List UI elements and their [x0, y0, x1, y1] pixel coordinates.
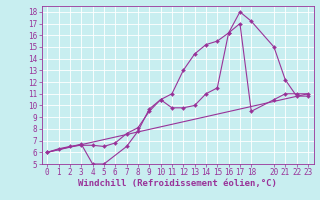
X-axis label: Windchill (Refroidissement éolien,°C): Windchill (Refroidissement éolien,°C)	[78, 179, 277, 188]
